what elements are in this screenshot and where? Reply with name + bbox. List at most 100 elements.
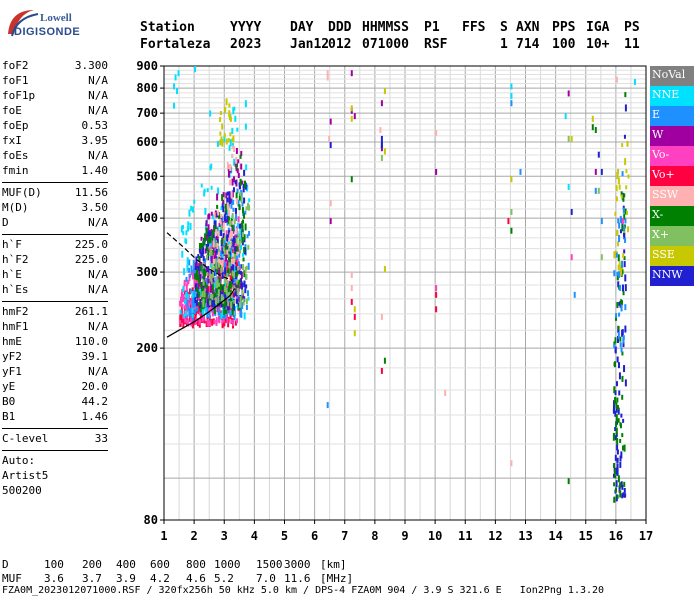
echo-point-vo xyxy=(193,278,196,283)
echo-point-vo xyxy=(507,218,510,225)
echo-point-x xyxy=(200,283,203,288)
echo-point-ssw xyxy=(380,313,383,320)
echo-point-e xyxy=(617,332,620,340)
echo-point-nnw xyxy=(619,229,622,234)
echo-point-nne xyxy=(228,144,231,151)
echo-point-nnw xyxy=(612,408,615,414)
echo-point-vo xyxy=(201,317,204,322)
legend-item-vo: Vo- xyxy=(650,146,694,166)
row2-cell: 3.6 xyxy=(44,572,64,585)
echo-point-w xyxy=(231,190,234,198)
echo-point-x xyxy=(230,291,233,298)
echo-point-ssw xyxy=(213,212,216,218)
echo-point-w xyxy=(235,235,238,240)
echo-point-nnw xyxy=(220,230,223,237)
echo-point-x xyxy=(233,219,236,225)
param-value: 20.0 xyxy=(81,380,109,393)
echo-point-nnw xyxy=(221,271,224,279)
echo-point-nnw xyxy=(612,405,615,411)
echo-point-nne xyxy=(633,78,636,85)
legend-item-nne: NNE xyxy=(650,86,694,106)
param-name: foF2 xyxy=(2,59,29,72)
echo-point-nne xyxy=(176,88,179,95)
echo-point-x xyxy=(613,497,616,503)
echo-point-x xyxy=(621,269,624,275)
echo-point-x xyxy=(221,194,224,202)
param-row: C-level 33 xyxy=(2,431,110,446)
echo-point-x xyxy=(620,191,623,197)
echo-point-x xyxy=(227,253,230,258)
echo-point-x xyxy=(208,237,211,242)
echo-point-nnw xyxy=(226,197,229,205)
echo-point-nnw xyxy=(613,400,616,407)
echo-point-nnw xyxy=(234,248,237,253)
x-tick-label: 1 xyxy=(160,529,167,543)
param-value: N/A xyxy=(88,320,108,333)
echo-point-vo xyxy=(182,297,185,303)
echo-point-e xyxy=(240,192,243,200)
echo-point-e xyxy=(237,261,240,267)
echo-point-sse xyxy=(383,148,386,155)
row2-cell: 7.0 xyxy=(256,572,276,585)
echo-point-nnw xyxy=(244,288,247,294)
echo-point-vo xyxy=(215,317,218,325)
echo-point-vo xyxy=(191,287,194,293)
echo-point-nnw xyxy=(622,418,625,423)
param-value: N/A xyxy=(88,104,108,117)
source-info-line: FZA0M_2023012071000.RSF / 320fx256h 50 k… xyxy=(2,585,605,596)
echo-point-vo xyxy=(198,321,201,328)
x-tick-label: 8 xyxy=(371,529,378,543)
echo-point-e xyxy=(217,311,220,316)
echo-point-nne xyxy=(564,113,567,120)
x-tick-label: 12 xyxy=(488,529,502,543)
param-note: 500200 xyxy=(2,484,42,497)
echo-point-w xyxy=(210,256,213,264)
echo-point-nnw xyxy=(615,480,618,488)
echo-point-sse xyxy=(228,110,231,118)
echo-point-w xyxy=(197,283,200,290)
echo-point-ssw xyxy=(444,389,447,396)
logo-text-lowell: Lowell xyxy=(40,12,72,24)
echo-point-x xyxy=(206,272,209,277)
echo-point-x xyxy=(212,266,215,272)
param-row: yF2 39.1 xyxy=(2,349,110,364)
y-tick-label: 300 xyxy=(136,265,158,279)
echo-point-nne xyxy=(204,308,207,316)
echo-point-vo xyxy=(181,303,184,309)
logo-text-digisonde: DIGISONDE xyxy=(14,26,81,38)
echo-point-nne xyxy=(201,305,204,313)
echo-point-x xyxy=(225,309,228,314)
param-row: B1 1.46 xyxy=(2,409,110,424)
echo-point-w xyxy=(214,250,217,258)
labels-7: S xyxy=(500,20,508,35)
echo-point-nnw xyxy=(234,283,237,288)
echo-point-e xyxy=(221,216,224,221)
param-name: foEp xyxy=(2,119,29,132)
echo-point-x xyxy=(204,269,207,277)
echo-point-x xyxy=(613,463,616,469)
echo-point-x xyxy=(200,244,203,250)
echo-point-ssw xyxy=(231,153,234,158)
echo-point-nne xyxy=(174,74,177,81)
echo-point-w xyxy=(205,267,208,274)
echo-point-nne xyxy=(185,230,188,236)
echo-point-x xyxy=(219,283,222,291)
echo-point-nnw xyxy=(231,239,234,247)
echo-point-w xyxy=(205,233,208,241)
polarization-legend: NoVal NNE E W Vo- Vo+ SSW X- X+ SSE NNW xyxy=(650,66,694,286)
echo-point-nnw xyxy=(207,266,210,274)
echo-point-e xyxy=(187,306,190,311)
echo-point-x xyxy=(237,266,240,271)
echo-point-nne xyxy=(191,206,194,213)
echo-point-x xyxy=(614,396,617,404)
echo-point-e xyxy=(224,313,227,320)
x-tick-label: 16 xyxy=(609,529,623,543)
param-value: N/A xyxy=(88,365,108,378)
echo-point-x xyxy=(230,298,233,303)
echo-point-x xyxy=(197,291,200,298)
echo-point-ssw xyxy=(232,258,235,265)
echo-point-nnw xyxy=(224,292,227,299)
echo-point-x xyxy=(224,235,227,241)
echo-point-sse xyxy=(350,115,353,122)
echo-point-nnw xyxy=(221,286,224,291)
